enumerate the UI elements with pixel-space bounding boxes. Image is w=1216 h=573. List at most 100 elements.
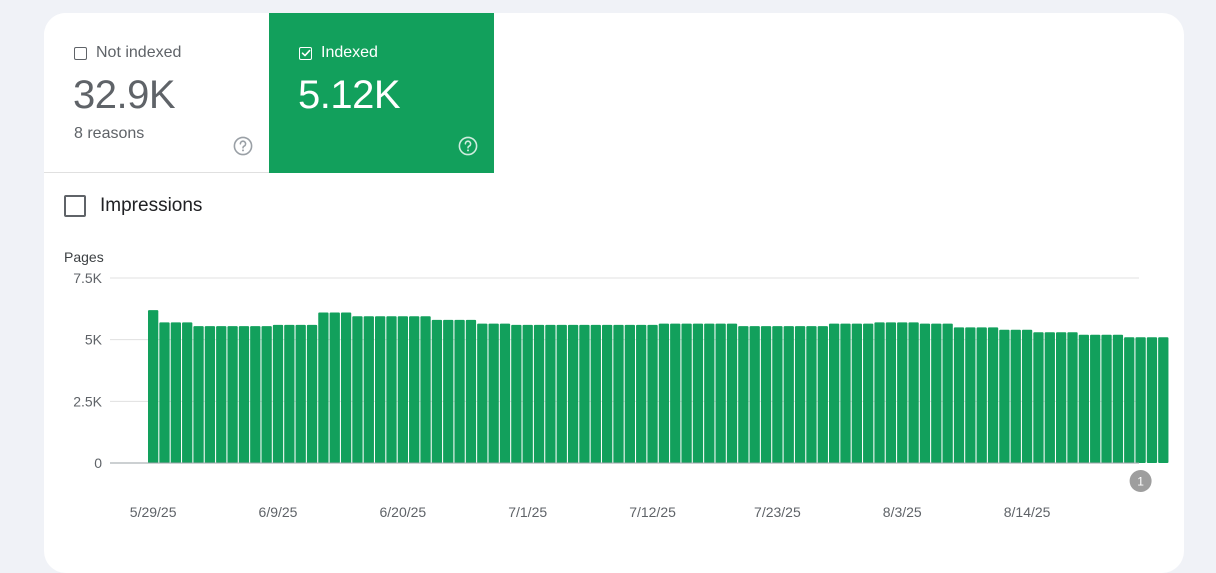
x-tick-label: 8/14/25	[1004, 504, 1051, 520]
bar	[477, 323, 488, 463]
indexed-tile[interactable]: Indexed 5.12K	[269, 13, 494, 173]
bar	[261, 326, 272, 463]
bar	[443, 319, 454, 463]
bar	[726, 323, 738, 463]
bar	[1056, 332, 1067, 463]
bar	[908, 322, 919, 463]
bar	[897, 322, 908, 463]
bar	[636, 324, 647, 463]
bar	[590, 324, 601, 463]
bar	[885, 322, 897, 463]
indexed-toggle[interactable]: Indexed	[299, 44, 378, 62]
bar	[1067, 332, 1078, 463]
report-card: Not indexed 32.9K 8 reasons Indexed 5.12…	[44, 13, 1184, 573]
not-indexed-label: Not indexed	[96, 44, 182, 61]
bar	[182, 322, 193, 463]
bar	[511, 324, 522, 463]
bar	[999, 329, 1010, 463]
x-tick-label: 7/12/25	[629, 504, 676, 520]
bar	[931, 323, 942, 463]
bar	[1078, 334, 1089, 463]
y-tick-label: 2.5K	[73, 393, 102, 409]
bar	[1021, 329, 1033, 463]
bar	[1124, 337, 1135, 463]
bar	[851, 323, 862, 463]
bar	[863, 323, 874, 463]
bar	[602, 324, 613, 463]
bar	[329, 312, 340, 463]
bar	[772, 326, 783, 463]
bar	[942, 323, 953, 463]
bar	[783, 326, 794, 463]
bar	[420, 316, 431, 463]
help-icon[interactable]	[233, 136, 253, 156]
bar	[1090, 334, 1101, 463]
bar	[976, 327, 987, 463]
impressions-toggle[interactable]: Impressions	[64, 195, 202, 217]
bar	[148, 310, 159, 463]
bar	[454, 319, 465, 463]
indexed-checkbox[interactable]	[299, 46, 312, 60]
check-icon	[301, 49, 310, 57]
not-indexed-tile[interactable]: Not indexed 32.9K 8 reasons	[44, 13, 269, 173]
bar	[749, 326, 760, 463]
not-indexed-count: 32.9K	[73, 73, 176, 117]
not-indexed-reasons: 8 reasons	[74, 125, 145, 142]
bar	[670, 323, 681, 463]
x-tick-label: 7/1/25	[508, 504, 547, 520]
bar	[817, 326, 828, 463]
bar	[193, 326, 204, 463]
bar	[704, 323, 715, 463]
indexed-label: Indexed	[321, 44, 378, 61]
indexed-pages-chart: Pages 0 2.5K 5K 7.5K 5/29/25 6/9/25 6/20/25 7/1/…	[64, 249, 1169, 520]
bar	[352, 316, 363, 463]
bar	[397, 316, 408, 463]
bar	[681, 323, 692, 463]
bar	[318, 312, 329, 463]
y-axis-title: Pages	[64, 249, 104, 265]
bar	[692, 323, 704, 463]
annotation-label: 1	[1137, 475, 1144, 489]
bar	[250, 326, 261, 463]
bar	[272, 324, 284, 463]
help-icon[interactable]	[458, 136, 478, 156]
bar	[1158, 337, 1169, 463]
bar	[533, 324, 545, 463]
bar	[760, 326, 772, 463]
y-tick-label: 7.5K	[73, 270, 102, 286]
bar	[840, 323, 851, 463]
y-tick-label: 0	[94, 455, 102, 471]
bar	[715, 323, 726, 463]
bar	[1146, 337, 1158, 463]
bar	[499, 323, 511, 463]
bar	[647, 324, 658, 463]
bar	[227, 326, 238, 463]
bar	[953, 327, 965, 463]
bar	[216, 326, 227, 463]
bar	[658, 323, 670, 463]
x-tick-label: 5/29/25	[130, 504, 177, 520]
bar	[987, 327, 999, 463]
bar	[409, 316, 420, 463]
x-tick-label: 7/23/25	[754, 504, 801, 520]
bar	[1044, 332, 1055, 463]
x-tick-label: 8/3/25	[883, 504, 922, 520]
bar	[613, 324, 624, 463]
y-tick-label: 5K	[85, 332, 103, 348]
bar	[1033, 332, 1044, 463]
bar	[624, 324, 635, 463]
not-indexed-checkbox[interactable]	[74, 46, 87, 60]
bar	[1010, 329, 1021, 463]
bar	[738, 326, 749, 463]
bar	[1101, 334, 1112, 463]
bar	[340, 312, 352, 463]
bar	[363, 316, 374, 463]
x-tick-label: 6/20/25	[379, 504, 426, 520]
bar	[159, 322, 170, 463]
bar	[919, 323, 931, 463]
bar	[874, 322, 885, 463]
not-indexed-toggle[interactable]: Not indexed	[74, 44, 181, 62]
indexed-count: 5.12K	[298, 73, 401, 117]
impressions-checkbox[interactable]	[64, 195, 86, 217]
bar	[204, 326, 216, 463]
